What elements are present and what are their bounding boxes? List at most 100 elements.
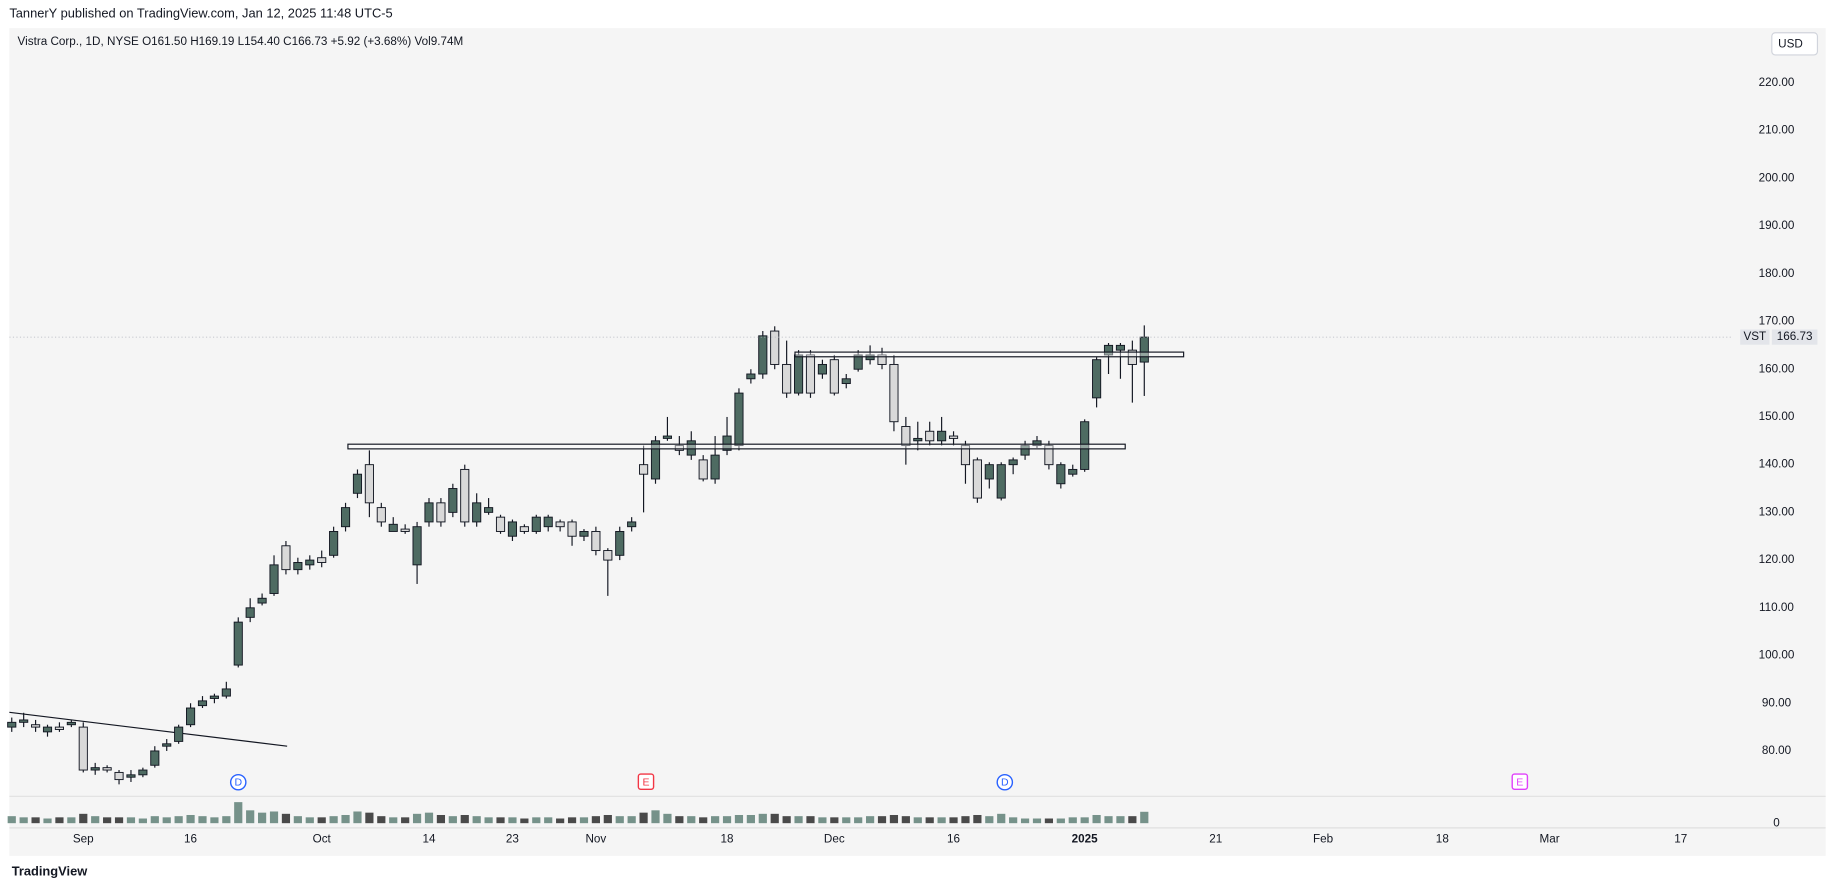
candle-body bbox=[1103, 344, 1114, 356]
candle-body bbox=[937, 430, 947, 442]
candle-body bbox=[1139, 336, 1149, 363]
candle-body bbox=[555, 521, 565, 528]
candle-body bbox=[674, 445, 684, 451]
volume-bar bbox=[842, 817, 851, 824]
candle-body bbox=[305, 559, 315, 566]
x-tick-label: 14 bbox=[422, 833, 436, 846]
candle-body bbox=[948, 435, 959, 439]
candle-body bbox=[877, 354, 887, 365]
candle-body bbox=[1008, 459, 1018, 466]
candle-body bbox=[1115, 344, 1126, 351]
volume-bar bbox=[770, 813, 779, 824]
volume-bar bbox=[293, 816, 302, 824]
volume-bar bbox=[138, 818, 147, 824]
candle-body bbox=[889, 363, 899, 423]
volume-bar bbox=[818, 817, 827, 824]
candle-body bbox=[698, 459, 708, 480]
volume-bar bbox=[424, 812, 434, 824]
y-tick-label: 90.00 bbox=[1762, 696, 1792, 709]
volume-bar bbox=[305, 817, 314, 824]
candle-body bbox=[603, 550, 613, 561]
candle-body bbox=[400, 528, 410, 532]
y-tick-label: 130.00 bbox=[1759, 505, 1795, 518]
y-tick-label: 180.00 bbox=[1759, 267, 1795, 280]
volume-bar bbox=[198, 816, 207, 824]
volume-bar bbox=[627, 816, 636, 824]
candle-body bbox=[448, 488, 458, 513]
x-tick-label: 23 bbox=[506, 833, 519, 846]
volume-bar bbox=[234, 802, 243, 824]
trendline bbox=[9, 711, 288, 747]
candle-body bbox=[412, 526, 422, 566]
header: TannerY published on TradingView.com, Ja… bbox=[9, 5, 392, 20]
volume-bar bbox=[556, 818, 565, 824]
x-tick-label: Feb bbox=[1313, 833, 1334, 846]
volume-bar bbox=[544, 817, 553, 824]
candle-body bbox=[1032, 440, 1042, 447]
level-zone bbox=[347, 443, 1126, 450]
volume-bar bbox=[758, 813, 767, 824]
candle-body bbox=[388, 523, 398, 532]
volume-bar bbox=[567, 817, 577, 824]
y-tick-label: 220.00 bbox=[1759, 76, 1795, 89]
volume-bar bbox=[901, 816, 910, 824]
candle-body bbox=[460, 468, 470, 523]
volume-bar bbox=[329, 816, 338, 824]
candle-body bbox=[507, 521, 518, 537]
price-tag bbox=[1771, 329, 1818, 345]
y-tick-label: 170.00 bbox=[1759, 315, 1795, 328]
x-tick-label: Mar bbox=[1540, 833, 1560, 846]
volume-bar bbox=[7, 816, 16, 824]
volume-bar bbox=[126, 817, 136, 824]
y-tick-label: 120.00 bbox=[1759, 553, 1795, 566]
volume-bar bbox=[365, 812, 374, 824]
candle-body bbox=[31, 724, 41, 728]
candle-body bbox=[150, 750, 160, 766]
volume-bar bbox=[412, 813, 422, 824]
candle-body bbox=[543, 516, 553, 528]
candle-body bbox=[257, 597, 267, 604]
y-tick-label: 140.00 bbox=[1759, 458, 1795, 471]
currency[interactable]: USD bbox=[1778, 38, 1803, 51]
volume-bar bbox=[1020, 818, 1030, 824]
candle-body bbox=[78, 726, 88, 771]
volume-bar bbox=[913, 817, 922, 824]
x-tick-label: Dec bbox=[824, 833, 845, 846]
x-tick-label: 17 bbox=[1674, 833, 1687, 846]
symbol-tag-label: VST bbox=[1743, 330, 1766, 343]
candle-body bbox=[221, 688, 231, 697]
candle-body bbox=[472, 502, 482, 523]
volume-bar bbox=[436, 814, 446, 824]
volume-bar bbox=[854, 817, 863, 824]
x-tick-label: 21 bbox=[1209, 833, 1222, 846]
candle-body bbox=[1068, 468, 1078, 475]
candle-body bbox=[913, 437, 923, 442]
volume-bar bbox=[484, 817, 493, 824]
volume-bar bbox=[31, 817, 40, 824]
volume-bar bbox=[55, 817, 64, 824]
volume-bar bbox=[210, 817, 219, 824]
volume-bar bbox=[1068, 817, 1077, 824]
candle-body bbox=[317, 557, 327, 563]
candle-body bbox=[42, 726, 53, 733]
event-marker bbox=[229, 773, 247, 791]
volume-bar bbox=[985, 816, 994, 824]
footer-logo: TradingView bbox=[12, 864, 89, 879]
volume-bar bbox=[43, 818, 52, 824]
volume-bar bbox=[591, 816, 600, 824]
volume-bar bbox=[496, 817, 505, 824]
candle-body bbox=[376, 507, 386, 523]
currency-button[interactable] bbox=[1771, 32, 1819, 56]
level-zone bbox=[794, 351, 1185, 358]
candle-body bbox=[531, 516, 541, 532]
volume-bar bbox=[1128, 816, 1137, 824]
candle-body bbox=[484, 507, 494, 513]
volume-bar bbox=[532, 817, 541, 824]
volume-bar bbox=[174, 816, 183, 824]
volume-bar bbox=[949, 817, 958, 824]
candle-body bbox=[197, 700, 208, 707]
volume-bar bbox=[973, 814, 982, 824]
candle-body bbox=[126, 774, 136, 778]
